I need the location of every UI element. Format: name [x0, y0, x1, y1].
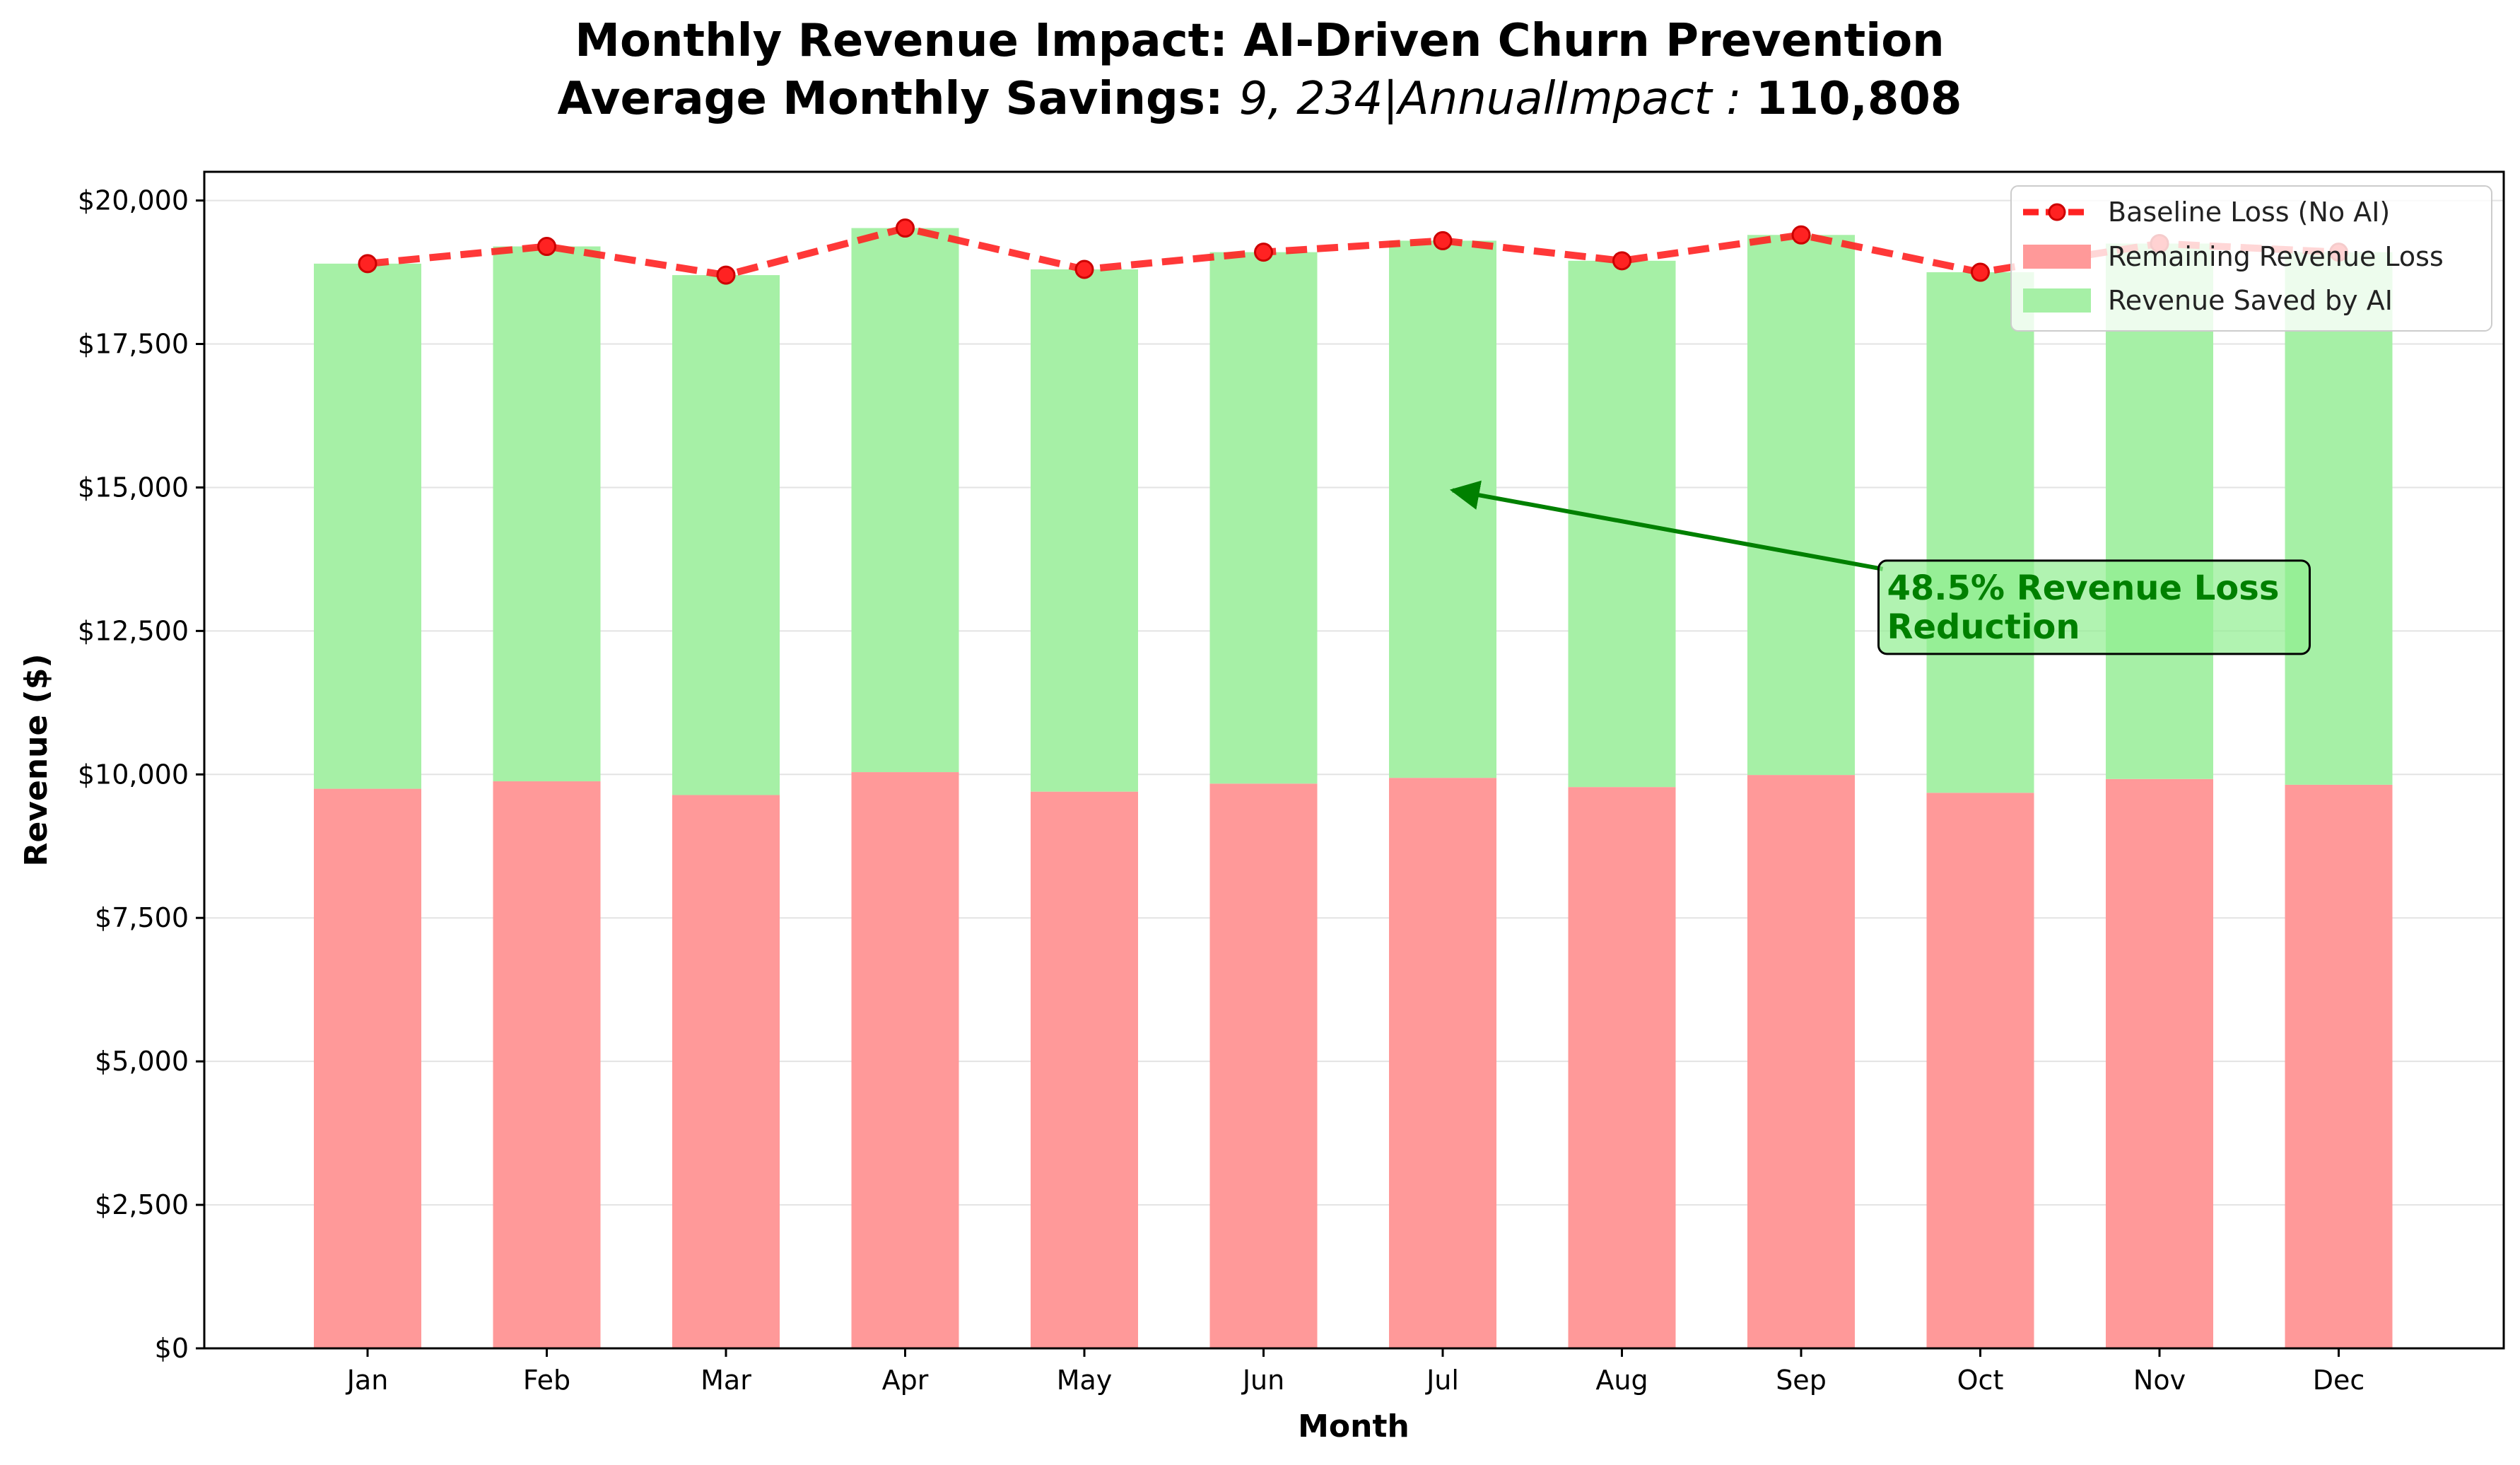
annotation-line2: Reduction: [1887, 607, 2080, 647]
bar-revenue-saved: [1747, 235, 1855, 776]
bar-revenue-saved: [2285, 252, 2393, 785]
y-tick-label: $10,000: [78, 759, 189, 790]
bar-revenue-saved: [672, 275, 780, 795]
bar-revenue-saved: [493, 246, 601, 782]
x-axis-ticks: Jan Feb Mar Apr May Jun Jul Aug Sep Oct Nov Dec: [346, 1348, 2365, 1396]
subtitle-part-a: Average Monthly Savings:: [558, 73, 1239, 125]
chart-subtitle: Average Monthly Savings: 9, 234|AnnualIm…: [558, 73, 1962, 125]
x-tick-label: Jun: [1241, 1365, 1284, 1396]
y-tick-label: $17,500: [78, 329, 189, 360]
legend-swatch-remaining: [2023, 245, 2091, 269]
y-tick-label: $0: [155, 1333, 189, 1364]
x-tick-label: Feb: [523, 1365, 570, 1396]
x-tick-label: Sep: [1776, 1365, 1827, 1396]
x-tick-label: May: [1057, 1365, 1113, 1396]
x-tick-label: Nov: [2133, 1365, 2186, 1396]
y-tick-label: $5,000: [95, 1046, 189, 1077]
bar-revenue-saved: [1568, 260, 1676, 788]
x-tick-label: Aug: [1595, 1365, 1648, 1396]
x-axis-label: Month: [1298, 1408, 1410, 1444]
bar-revenue-saved: [2106, 243, 2213, 779]
y-tick-label: $7,500: [95, 902, 189, 933]
baseline-point: [1433, 230, 1453, 250]
baseline-point: [1612, 251, 1631, 271]
plot-frame: [203, 170, 2505, 1350]
baseline-point: [1971, 262, 1990, 282]
subtitle-part-b: 9, 234|AnnualImpact :: [1239, 73, 1756, 125]
legend-marker-baseline: [2048, 203, 2066, 221]
bar-revenue-saved: [1031, 269, 1138, 792]
baseline-point: [358, 254, 377, 274]
bar-series: [314, 228, 2393, 1348]
bar-revenue-saved: [851, 228, 959, 773]
bar-revenue-saved: [314, 263, 421, 789]
legend-box: [2010, 185, 2492, 332]
legend: Baseline Loss (No AI) Remaining Revenue …: [2010, 185, 2492, 332]
bar-remaining-loss: [1031, 791, 1138, 1348]
bar-remaining-loss: [1926, 793, 2034, 1348]
annotation-arrow: [1449, 480, 1884, 571]
bar-remaining-loss: [2285, 784, 2393, 1348]
baseline-point: [1074, 259, 1094, 279]
legend-label-baseline: Baseline Loss (No AI): [2108, 197, 2390, 228]
annotation-box: [1877, 559, 2311, 655]
bar-revenue-saved: [1926, 272, 2034, 793]
bar-remaining-loss: [493, 781, 601, 1348]
subtitle-part-c: 110,808: [1756, 73, 1962, 125]
bar-remaining-loss: [1747, 775, 1855, 1348]
y-tick-label: $12,500: [78, 615, 189, 646]
bar-revenue-saved: [1209, 252, 1318, 784]
chart-title: Monthly Revenue Impact: AI-Driven Churn …: [575, 15, 1944, 67]
bar-remaining-loss: [1209, 783, 1318, 1348]
y-axis-ticks: $0 $2,500 $5,000 $7,500 $10,000 $12,500 $15,00…: [78, 185, 204, 1364]
baseline-point: [896, 218, 915, 238]
baseline-point: [1791, 225, 1811, 245]
x-tick-label: Dec: [2313, 1365, 2365, 1396]
baseline-point: [1254, 243, 1273, 262]
bar-remaining-loss: [1568, 787, 1676, 1348]
bar-remaining-loss: [851, 772, 959, 1348]
legend-label-remaining: Remaining Revenue Loss: [2108, 241, 2444, 272]
baseline-point: [716, 265, 736, 285]
y-tick-label: $15,000: [78, 472, 189, 503]
baseline-line: [367, 224, 2339, 279]
legend-swatch-saved: [2023, 288, 2091, 313]
bar-remaining-loss: [672, 795, 780, 1348]
legend-label-saved: Revenue Saved by AI: [2108, 285, 2393, 316]
y-tick-label: $2,500: [95, 1189, 189, 1220]
annotation-line1: 48.5% Revenue Loss: [1887, 568, 2280, 608]
bar-revenue-saved: [1389, 240, 1496, 778]
x-tick-label: Jan: [346, 1365, 389, 1396]
x-tick-label: Apr: [882, 1365, 929, 1396]
bar-remaining-loss: [2106, 778, 2213, 1348]
baseline-point: [537, 237, 556, 257]
x-tick-label: Mar: [701, 1365, 751, 1396]
y-tick-label: $20,000: [78, 185, 189, 216]
x-tick-label: Jul: [1425, 1365, 1459, 1396]
bar-remaining-loss: [314, 788, 421, 1348]
y-axis-label: Revenue ($): [18, 654, 54, 867]
bar-remaining-loss: [1389, 778, 1496, 1348]
reduction-annotation: 48.5% Revenue Loss Reduction: [1449, 480, 2311, 655]
x-tick-label: Oct: [1957, 1365, 2004, 1396]
